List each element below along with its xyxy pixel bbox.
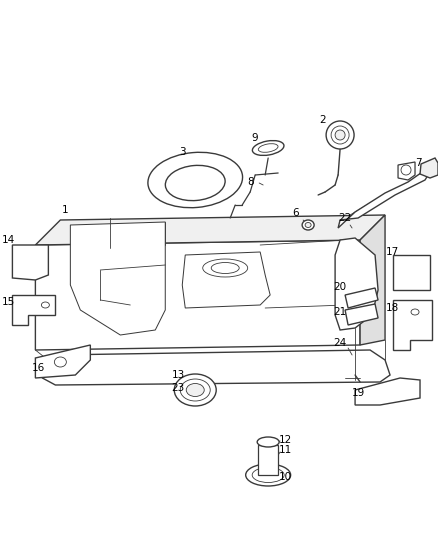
Polygon shape (71, 222, 165, 335)
Text: 23: 23 (172, 383, 185, 393)
Polygon shape (258, 445, 278, 475)
Polygon shape (335, 238, 378, 330)
Text: 9: 9 (252, 133, 258, 143)
Ellipse shape (252, 467, 284, 482)
Polygon shape (35, 345, 90, 378)
Text: 19: 19 (351, 388, 365, 398)
Text: 14: 14 (2, 235, 15, 245)
Polygon shape (420, 158, 438, 178)
Ellipse shape (331, 126, 349, 144)
Text: 12: 12 (279, 435, 292, 445)
Ellipse shape (252, 141, 284, 156)
Polygon shape (40, 350, 390, 385)
Ellipse shape (257, 437, 279, 447)
Ellipse shape (203, 259, 247, 277)
Text: 1: 1 (62, 205, 69, 215)
Polygon shape (35, 240, 360, 350)
Ellipse shape (302, 220, 314, 230)
Text: 10: 10 (279, 472, 292, 482)
Ellipse shape (335, 130, 345, 140)
Ellipse shape (401, 165, 411, 175)
Ellipse shape (54, 357, 67, 367)
Text: 11: 11 (279, 445, 292, 455)
Text: 17: 17 (385, 247, 399, 257)
Polygon shape (12, 295, 55, 325)
Polygon shape (355, 378, 420, 405)
Ellipse shape (411, 309, 419, 315)
Polygon shape (182, 252, 270, 308)
Ellipse shape (165, 165, 225, 200)
Ellipse shape (211, 262, 239, 273)
Text: 6: 6 (292, 208, 298, 218)
Ellipse shape (186, 384, 204, 397)
Ellipse shape (174, 374, 216, 406)
Polygon shape (393, 255, 430, 290)
Polygon shape (345, 304, 378, 325)
Text: 21: 21 (333, 307, 347, 317)
Polygon shape (345, 288, 378, 308)
Polygon shape (393, 300, 432, 350)
Ellipse shape (305, 222, 311, 228)
Polygon shape (12, 245, 48, 280)
Text: 13: 13 (172, 370, 185, 380)
Polygon shape (338, 168, 430, 228)
Ellipse shape (180, 379, 210, 401)
Text: 15: 15 (2, 297, 15, 307)
Text: 7: 7 (415, 158, 421, 168)
Ellipse shape (148, 152, 243, 208)
Text: 24: 24 (333, 338, 347, 348)
Ellipse shape (258, 144, 278, 152)
Ellipse shape (326, 121, 354, 149)
Text: 22: 22 (339, 213, 352, 223)
Text: 2: 2 (319, 115, 325, 125)
Text: 3: 3 (179, 147, 186, 157)
Text: 20: 20 (333, 282, 346, 292)
Polygon shape (360, 215, 385, 345)
Ellipse shape (41, 302, 49, 308)
Ellipse shape (246, 464, 291, 486)
Text: 16: 16 (32, 363, 45, 373)
Polygon shape (398, 162, 415, 180)
Text: 8: 8 (247, 177, 254, 187)
Text: 18: 18 (385, 303, 399, 313)
Polygon shape (35, 215, 385, 245)
